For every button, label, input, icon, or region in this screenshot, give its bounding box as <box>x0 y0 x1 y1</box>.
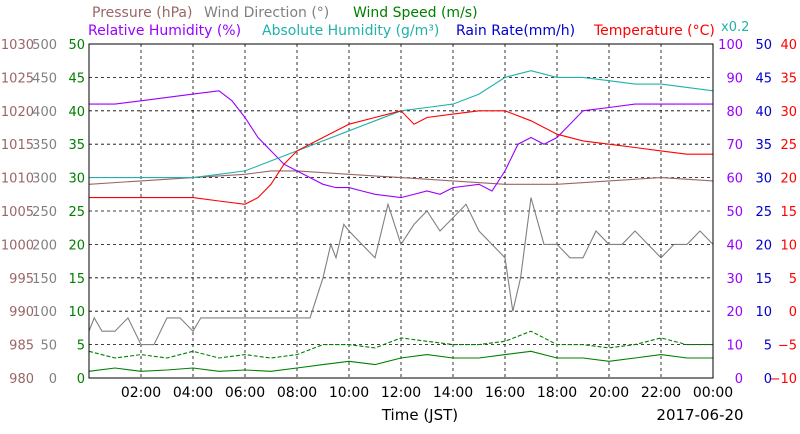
series-line-relative-humidity <box>89 90 713 199</box>
series-line-wind-speed-m-s-gust <box>88 330 713 359</box>
rain-rate-tick-label: 25 <box>755 205 772 220</box>
legend-rain-rate: Rain Rate(mm/h) <box>456 23 575 39</box>
wind-speed-tick-label: 35 <box>68 138 85 153</box>
pressure-tick-label: 1005 <box>1 205 34 220</box>
x-tick-label: 02:00 <box>121 385 161 401</box>
relative-humidity-tick-label: 100 <box>718 38 743 53</box>
wind-speed-tick-label: 30 <box>68 172 85 187</box>
wind-speed-tick-label: 0 <box>77 372 85 387</box>
pressure-tick-label: 985 <box>9 339 34 354</box>
x-axis-label: Time (JST) <box>381 406 458 424</box>
x-tick-label: 12:00 <box>381 385 421 401</box>
relative-humidity-tick-label: 70 <box>726 138 743 153</box>
x-tick-label: 18:00 <box>537 385 577 401</box>
temperature-tick-label: 35 <box>780 71 797 86</box>
wind-speed-tick-label: 20 <box>68 238 85 253</box>
x-tick-label: 20:00 <box>589 385 629 401</box>
pressure-tick-label: 980 <box>9 372 34 387</box>
rain-rate-tick-label: 50 <box>755 38 772 53</box>
temperature-tick-label: 20 <box>780 172 797 187</box>
date-label: 2017-06-20 <box>656 406 743 424</box>
legend-temperature: Temperature (°C) <box>593 23 715 39</box>
temperature-tick-label: 30 <box>780 105 797 120</box>
series-line-temperature-c <box>89 110 713 205</box>
rain-rate-tick-label: 40 <box>755 105 772 120</box>
relative-humidity-tick-label: 0 <box>735 372 743 387</box>
plot-grid <box>89 44 713 378</box>
rain-rate-tick-label: 10 <box>755 305 772 320</box>
relative-humidity-tick-label: 10 <box>726 339 743 354</box>
wind-speed-tick-label: 5 <box>77 339 85 354</box>
temperature-tick-label: 40 <box>780 38 797 53</box>
relative-humidity-tick-label: 60 <box>726 172 743 187</box>
chart-legend: Pressure (hPa) Wind Direction (°) Wind S… <box>88 5 749 39</box>
pressure-tick-label: 1000 <box>1 238 34 253</box>
series-line-wind-speed-m-s <box>88 350 713 372</box>
temperature-tick-label: 10 <box>780 238 797 253</box>
legend-relative-humidity: Relative Humidity (%) <box>88 23 241 39</box>
wind-direction-tick-label: 150 <box>32 272 57 287</box>
wind-speed-tick-label: 45 <box>68 71 85 86</box>
relative-humidity-tick-label: 20 <box>726 305 743 320</box>
rain-rate-tick-label: 0 <box>764 372 772 387</box>
wind-direction-tick-label: 400 <box>32 105 57 120</box>
temperature-tick-label: 5 <box>789 272 797 287</box>
relative-humidity-tick-label: 40 <box>726 238 743 253</box>
pressure-tick-label: 1020 <box>1 105 34 120</box>
x-tick-label: 22:00 <box>641 385 681 401</box>
rain-rate-tick-label: 30 <box>755 172 772 187</box>
temperature-tick-label: −5 <box>778 339 797 354</box>
x-tick-label: 00:00 <box>693 385 733 401</box>
relative-humidity-tick-label: 30 <box>726 272 743 287</box>
wind-direction-tick-label: 450 <box>32 71 57 86</box>
legend-absolute-humidity-scale: x0.2 <box>721 20 749 35</box>
relative-humidity-tick-label: 80 <box>726 105 743 120</box>
relative-humidity-tick-label: 50 <box>726 205 743 220</box>
wind-direction-tick-label: 500 <box>32 38 57 53</box>
rain-rate-tick-label: 35 <box>755 138 772 153</box>
wind-speed-tick-label: 10 <box>68 305 85 320</box>
wind-direction-tick-label: 200 <box>32 238 57 253</box>
wind-direction-tick-label: 50 <box>40 339 57 354</box>
legend-pressure: Pressure (hPa) <box>92 5 192 21</box>
x-tick-label: 06:00 <box>225 385 265 401</box>
pressure-tick-label: 1025 <box>1 71 34 86</box>
x-tick-label: 08:00 <box>277 385 317 401</box>
plot-frame <box>88 43 714 379</box>
wind-direction-tick-label: 250 <box>32 205 57 220</box>
temperature-tick-label: −10 <box>770 372 797 387</box>
legend-absolute-humidity: Absolute Humidity (g/m³) <box>262 23 439 39</box>
legend-wind-speed: Wind Speed (m/s) <box>353 5 478 21</box>
legend-wind-direction: Wind Direction (°) <box>204 5 329 21</box>
pressure-tick-label: 995 <box>9 272 34 287</box>
pressure-tick-label: 1015 <box>1 138 34 153</box>
pressure-tick-label: 990 <box>9 305 34 320</box>
temperature-tick-label: 15 <box>780 205 797 220</box>
wind-direction-tick-label: 0 <box>49 372 57 387</box>
pressure-tick-label: 1030 <box>1 38 34 53</box>
x-tick-label: 16:00 <box>485 385 525 401</box>
temperature-tick-label: 0 <box>789 305 797 320</box>
wind-speed-tick-label: 50 <box>68 38 85 53</box>
wind-speed-tick-label: 40 <box>68 105 85 120</box>
wind-speed-tick-label: 15 <box>68 272 85 287</box>
x-tick-label: 14:00 <box>433 385 473 401</box>
x-tick-label: 04:00 <box>173 385 213 401</box>
wind-direction-tick-label: 100 <box>32 305 57 320</box>
wind-direction-tick-label: 300 <box>32 172 57 187</box>
relative-humidity-tick-label: 90 <box>726 71 743 86</box>
rain-rate-tick-label: 5 <box>764 339 772 354</box>
wind-direction-tick-label: 350 <box>32 138 57 153</box>
temperature-tick-label: 25 <box>780 138 797 153</box>
x-tick-label: 10:00 <box>329 385 369 401</box>
pressure-tick-label: 1010 <box>1 172 34 187</box>
wind-speed-tick-label: 25 <box>68 205 85 220</box>
series-line-wind-direction <box>88 197 714 346</box>
rain-rate-tick-label: 20 <box>755 238 772 253</box>
rain-rate-tick-label: 45 <box>755 71 772 86</box>
rain-rate-tick-label: 15 <box>755 272 772 287</box>
